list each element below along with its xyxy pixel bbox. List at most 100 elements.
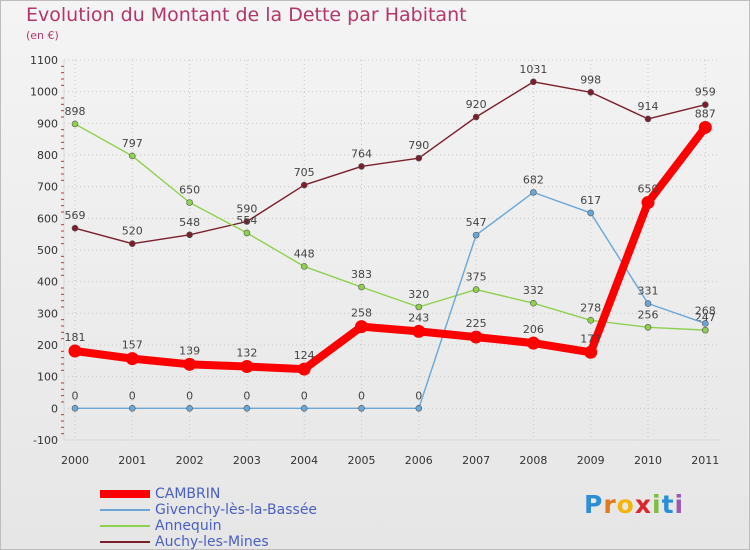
logo-letter: r — [603, 490, 617, 519]
data-label: 554 — [236, 214, 257, 227]
legend-label: CAMBRIN — [155, 486, 221, 502]
legend-item-annequin: Annequin — [100, 518, 317, 534]
data-point — [71, 120, 79, 128]
data-point — [243, 218, 251, 225]
legend-item-cambrin: CAMBRIN — [100, 486, 317, 502]
data-label: 959 — [695, 86, 716, 99]
data-label: 157 — [122, 339, 143, 352]
y-tick-label: 300 — [37, 307, 58, 320]
y-tick-label: 1000 — [30, 86, 58, 99]
data-point — [129, 405, 136, 412]
chart-title: Evolution du Montant de la Dette par Hab… — [26, 4, 467, 26]
data-label: 206 — [523, 323, 544, 336]
data-point — [186, 405, 193, 412]
logo-letter: o — [616, 490, 635, 519]
data-point — [129, 240, 136, 247]
data-label: 0 — [72, 389, 79, 402]
x-tick-label: 2000 — [61, 454, 89, 467]
data-label: 256 — [638, 308, 659, 321]
x-tick-label: 2009 — [577, 454, 605, 467]
y-tick-label: 600 — [37, 212, 58, 225]
data-label: 177 — [580, 332, 601, 345]
x-tick-label: 2006 — [405, 454, 433, 467]
x-tick-label: 2007 — [462, 454, 490, 467]
x-tick-label: 2001 — [118, 454, 146, 467]
data-label: 375 — [466, 271, 487, 284]
proxiti-logo: Proxiti — [584, 490, 684, 519]
series-line-givenchy-l-s-la-bass-e — [74, 191, 706, 410]
data-point — [129, 152, 136, 160]
data-label: 0 — [243, 389, 250, 402]
series-line-cambrin — [71, 123, 710, 374]
data-label: 243 — [408, 311, 429, 324]
data-label: 547 — [466, 216, 487, 229]
data-label: 548 — [179, 216, 200, 229]
data-label: 764 — [351, 147, 372, 160]
legend-swatch-auchy — [100, 541, 150, 543]
data-point — [644, 300, 652, 307]
x-tick-label: 2010 — [634, 454, 662, 467]
data-label: 998 — [580, 73, 601, 86]
y-tick-label: 700 — [37, 181, 58, 194]
chart-legend: CAMBRIN Givenchy-lès-la-Bassée Annequin … — [100, 486, 317, 550]
data-point — [240, 360, 254, 374]
data-point — [125, 352, 139, 366]
data-label: 617 — [580, 194, 601, 207]
data-label: 383 — [351, 268, 372, 281]
data-point — [71, 224, 79, 232]
x-tick-label: 2004 — [290, 454, 318, 467]
data-label: 0 — [358, 389, 365, 402]
data-point — [297, 362, 311, 376]
data-point — [587, 209, 595, 217]
data-label: 320 — [408, 288, 429, 301]
y-tick-label: 800 — [37, 149, 58, 162]
x-tick-label: 2005 — [348, 454, 376, 467]
data-point — [355, 320, 368, 334]
data-point — [698, 120, 712, 134]
y-tick-label: 1100 — [30, 54, 58, 67]
data-point — [644, 115, 652, 123]
y-tick-label: 0 — [51, 402, 58, 415]
x-tick-label: 2008 — [519, 454, 547, 467]
legend-swatch-cambrin — [100, 490, 150, 498]
legend-label: Annequin — [155, 518, 222, 534]
data-label: 0 — [301, 389, 308, 402]
data-point — [584, 345, 598, 359]
data-label: 520 — [122, 225, 143, 238]
data-point — [530, 189, 537, 196]
data-label: 0 — [129, 389, 136, 402]
data-point — [300, 263, 308, 270]
data-label: 705 — [294, 166, 315, 179]
data-point — [530, 78, 537, 86]
data-label: 0 — [186, 389, 193, 402]
data-label: 650 — [638, 183, 659, 196]
data-label: 448 — [294, 247, 315, 260]
data-label: 247 — [695, 311, 716, 324]
data-label: 124 — [294, 349, 315, 362]
legend-item-auchy: Auchy-les-Mines — [100, 534, 317, 550]
data-label: 898 — [65, 105, 86, 118]
chart-subtitle: (en €) — [26, 29, 59, 42]
y-tick-label: 200 — [37, 339, 58, 352]
data-point — [415, 303, 423, 311]
data-point — [472, 231, 480, 239]
data-point — [644, 323, 652, 331]
data-point — [186, 199, 193, 206]
logo-letter: P — [584, 490, 604, 519]
x-tick-label: 2002 — [176, 454, 204, 467]
logo-letter: x — [634, 490, 652, 519]
data-point — [243, 229, 251, 237]
data-label: 278 — [580, 301, 601, 314]
series-line-auchy-les-mines — [74, 81, 706, 245]
data-point — [472, 113, 480, 121]
data-point — [300, 405, 308, 412]
legend-label: Givenchy-lès-la-Bassée — [155, 502, 318, 518]
data-point — [183, 357, 197, 371]
data-point — [701, 326, 709, 334]
y-tick-label: 500 — [37, 244, 58, 257]
data-point — [243, 405, 251, 412]
data-point — [472, 286, 480, 293]
x-tick-label: 2003 — [233, 454, 261, 467]
data-label: 0 — [415, 389, 422, 402]
data-label: 1031 — [519, 63, 547, 76]
